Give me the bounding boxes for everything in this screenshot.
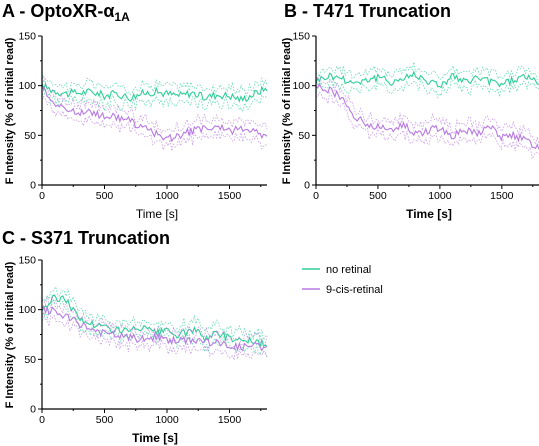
legend-label-9-cis-retinal: 9-cis-retinal xyxy=(326,284,383,296)
panel-a-xlabel: Time [s] xyxy=(136,207,178,221)
panel-c-y-tick-label: 150 xyxy=(18,255,36,267)
panel-b-y-tick-label: 50 xyxy=(298,130,310,142)
panel-a-no-retinal-upper-sd xyxy=(41,71,268,98)
panel-a-x-tick-label: 1500 xyxy=(218,190,242,202)
legend: no retinal 9-cis-retinal xyxy=(302,264,383,296)
panel-a-y-tick-label: 150 xyxy=(18,31,36,43)
panel-b-9-cis-retinal-upper-sd xyxy=(315,74,539,146)
panel-c-no-retinal-upper-sd xyxy=(41,285,268,342)
panel-c-x-tick-label: 500 xyxy=(96,414,114,426)
panel-b-9-cis-retinal-line xyxy=(315,82,539,150)
panel-b-9-cis-retinal-lower-sd xyxy=(315,91,539,161)
panel-a-y-tick-label: 0 xyxy=(30,180,36,192)
panel-c-x-tick-label: 1000 xyxy=(155,414,179,426)
panel-c-ylabel: F Intensity (% of initial read) xyxy=(4,261,16,408)
panel-a-x-tick-label: 0 xyxy=(39,190,45,202)
panel-c-x-tick-label: 0 xyxy=(39,414,45,426)
panel-c-title: C - S371 Truncation xyxy=(2,228,170,248)
panel-b-y-tick-label: 150 xyxy=(292,31,310,43)
panel-c-xlabel: Time [s] xyxy=(132,431,178,445)
panel-c-y-tick-label: 0 xyxy=(30,404,36,416)
panel-c-y-tick-label: 50 xyxy=(24,354,36,366)
panel-a-9-cis-retinal-line xyxy=(41,86,268,143)
panel-a-no-retinal-lower-sd xyxy=(41,88,268,113)
panel-a-x-tick-label: 1000 xyxy=(155,190,179,202)
panel-b-x-tick-label: 0 xyxy=(313,190,319,202)
panel-b-x-tick-label: 500 xyxy=(369,190,387,202)
panel-c-9-cis-retinal-lower-sd xyxy=(41,310,268,362)
panel-b-x-tick-label: 1000 xyxy=(428,190,452,202)
panel-b-no-retinal-upper-sd xyxy=(315,62,539,81)
panel-a-9-cis-retinal-lower-sd xyxy=(41,97,268,152)
panel-c-no-retinal-line xyxy=(41,294,268,349)
panel-a-y-tick-label: 100 xyxy=(18,80,36,92)
panel-a-ylabel: F Intensity (% of initial read) xyxy=(4,37,16,184)
panel-b-y-tick-label: 100 xyxy=(292,80,310,92)
legend-label-no-retinal: no retinal xyxy=(326,264,371,276)
panel-a-no-retinal-line xyxy=(41,81,268,103)
panel-b-ylabel: F Intensity (% of initial read) xyxy=(281,37,293,184)
panel-b-no-retinal-line xyxy=(315,70,539,89)
panel-c-x-tick-label: 1500 xyxy=(218,414,242,426)
panel-b-xlabel: Time [s] xyxy=(406,207,452,221)
panel-a-y-tick-label: 50 xyxy=(24,130,36,142)
panel-a-x-tick-label: 500 xyxy=(96,190,114,202)
panel-b-title: B - T471 Truncation xyxy=(284,1,451,21)
panel-a-title: A - OptoXR-α1A xyxy=(2,1,130,24)
panel-b-no-retinal-lower-sd xyxy=(315,77,539,99)
panel-b-x-tick-label: 1500 xyxy=(490,190,514,202)
panel-c-y-tick-label: 100 xyxy=(18,304,36,316)
panel-b-y-tick-label: 0 xyxy=(304,180,310,192)
panel-c-9-cis-retinal-line xyxy=(41,305,268,352)
panel-a-9-cis-retinal-upper-sd xyxy=(41,75,268,134)
